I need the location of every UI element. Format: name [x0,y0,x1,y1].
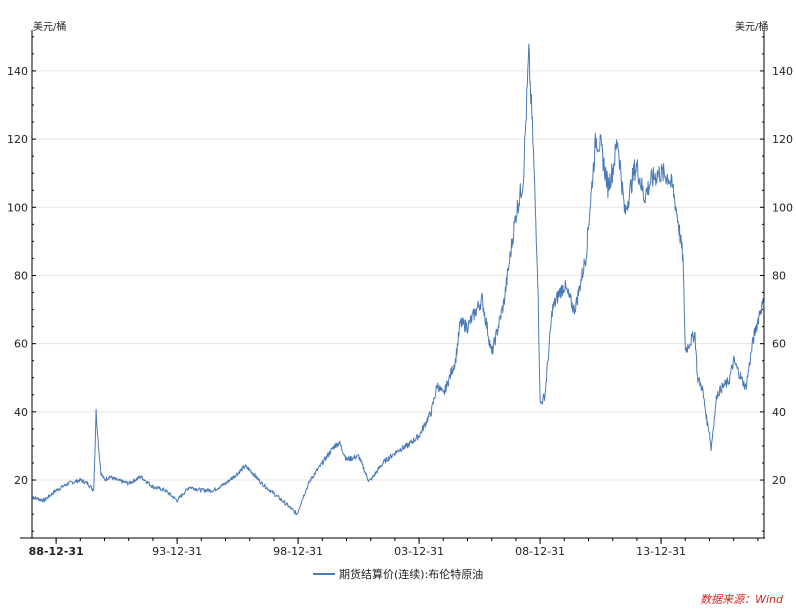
right-y-ticks: 20 40 60 80 100 120 140 [760,36,793,532]
x-tick-label: 03-12-31 [394,545,444,558]
left-tick-label: 100 [7,201,28,214]
left-tick-label: 20 [14,474,28,487]
x-ticks: 88-12-31 93-12-31 98-12-31 03-12-31 08-12-31… [29,538,759,558]
x-tick-label: 88-12-31 [29,545,84,558]
left-tick-label: 60 [14,338,28,351]
x-tick-label: 98-12-31 [273,545,323,558]
right-tick-label: 40 [772,406,786,419]
source-note: 数据来源：Wind [700,593,784,606]
left-unit-label: 美元/桶 [33,20,66,33]
x-tick-label: 08-12-31 [515,545,565,558]
right-tick-label: 100 [772,201,793,214]
right-tick-label: 80 [772,269,786,282]
legend: 期货结算价(连续):布伦特原油 [313,567,483,581]
left-tick-label: 140 [7,65,28,78]
series-line-brent [31,43,765,516]
left-tick-label: 80 [14,269,28,282]
left-tick-label: 40 [14,406,28,419]
right-tick-label: 140 [772,65,793,78]
series-layer [31,43,765,516]
right-unit-label: 美元/桶 [735,20,768,33]
right-tick-label: 20 [772,474,786,487]
legend-label: 期货结算价(连续):布伦特原油 [339,567,483,581]
x-tick-label: 93-12-31 [152,545,202,558]
right-tick-label: 60 [772,338,786,351]
right-tick-label: 120 [772,133,793,146]
left-tick-label: 120 [7,133,28,146]
x-tick-label: 13-12-31 [636,545,686,558]
left-y-ticks: 20 40 60 80 100 120 140 [7,36,36,532]
grid [32,70,764,481]
